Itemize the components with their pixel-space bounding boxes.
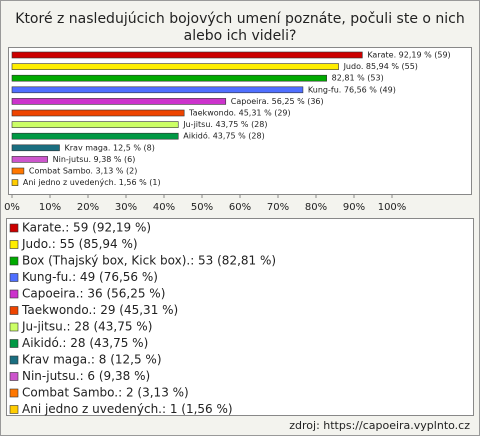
value-label: Kung-fu. 76,56 % (49)	[308, 85, 396, 94]
bar	[11, 74, 327, 82]
value-label: Aikidó. 43,75 % (28)	[183, 131, 264, 141]
legend-swatch	[9, 289, 19, 299]
chart-title: alebo ich videli?	[184, 28, 297, 44]
chart-title: Ktoré z nasledujúcich bojových umení poz…	[15, 11, 464, 27]
value-label: Ju-jitsu. 43,75 % (28)	[182, 120, 267, 129]
value-label: Ani jedno z uvedených. 1,56 % (1)	[23, 178, 161, 187]
legend-label: Nin-jutsu.: 6 (9,38 %)	[22, 369, 150, 383]
source: zdroj: https://capoeira.vyplnto.cz	[289, 419, 470, 432]
legend-swatch	[9, 322, 19, 332]
legend-swatch	[9, 372, 19, 381]
legend-label: Kung-fu.: 49 (76,56 %)	[22, 270, 158, 284]
x-tick-label: 100%	[378, 202, 407, 213]
x-tick-label: 20%	[77, 202, 99, 213]
bar	[11, 51, 363, 59]
bar	[11, 144, 60, 152]
legend-swatch	[9, 355, 19, 365]
legend-box	[6, 218, 474, 416]
x-tick-label: 40%	[153, 202, 175, 213]
legend-swatch	[9, 388, 19, 398]
value-label: Nin-jutsu. 9,38 % (6)	[53, 155, 136, 164]
legend-label: Karate.: 59 (92,19 %)	[22, 221, 151, 235]
legend-label: Ani jedno z uvedených.: 1 (1,56 %)	[22, 402, 233, 416]
legend-label: Aikidó.: 28 (43,75 %)	[22, 336, 148, 350]
value-label: Krav maga. 12,5 % (8)	[65, 143, 155, 152]
bar	[11, 121, 179, 128]
bar	[11, 109, 185, 117]
legend-label: Krav maga.: 8 (12,5 %)	[22, 353, 162, 367]
legend-swatch	[9, 240, 19, 249]
legend-label: Capoeira.: 36 (56,25 %)	[22, 287, 165, 301]
legend-swatch	[9, 405, 19, 414]
plot-area	[8, 47, 472, 195]
value-label: Karate. 92,19 % (59)	[367, 51, 450, 60]
bar	[11, 63, 339, 70]
legend-label: Box (Thajský box, Kick box).: 53 (82,81 …	[22, 254, 276, 268]
bar	[11, 98, 227, 105]
x-tick-label: 60%	[229, 202, 251, 213]
bar	[11, 179, 19, 186]
value-label: Judo. 85,94 % (55)	[343, 62, 418, 71]
value-label: Taekwondo. 45,31 % (29)	[188, 109, 290, 118]
bar	[11, 132, 179, 140]
bar	[11, 167, 25, 175]
legend-swatch	[9, 223, 19, 233]
legend-swatch	[9, 339, 19, 348]
legend-label: Ju-jitsu.: 28 (43,75 %)	[21, 320, 152, 334]
x-tick-label: 50%	[191, 202, 213, 213]
legend-swatch	[9, 273, 19, 282]
legend-swatch	[9, 256, 19, 266]
legend-label: Combat Sambo.: 2 (3,13 %)	[22, 386, 189, 400]
legend-label: Judo.: 55 (85,94 %)	[21, 237, 138, 251]
value-label: Capoeira. 56,25 % (36)	[231, 97, 324, 106]
value-label: Combat Sambo. 3,13 % (2)	[29, 167, 137, 176]
x-tick-label: 80%	[305, 202, 327, 213]
x-tick-label: 90%	[343, 202, 365, 213]
legend-swatch	[9, 306, 19, 315]
x-tick-label: 0%	[4, 202, 20, 213]
x-tick-label: 30%	[115, 202, 137, 213]
bar	[11, 156, 48, 163]
x-tick-label: 10%	[39, 202, 61, 213]
x-tick-label: 70%	[267, 202, 289, 213]
value-label: 82,81 % (53)	[332, 74, 384, 83]
bar	[11, 86, 304, 94]
legend-label: Taekwondo.: 29 (45,31 %)	[21, 303, 178, 317]
